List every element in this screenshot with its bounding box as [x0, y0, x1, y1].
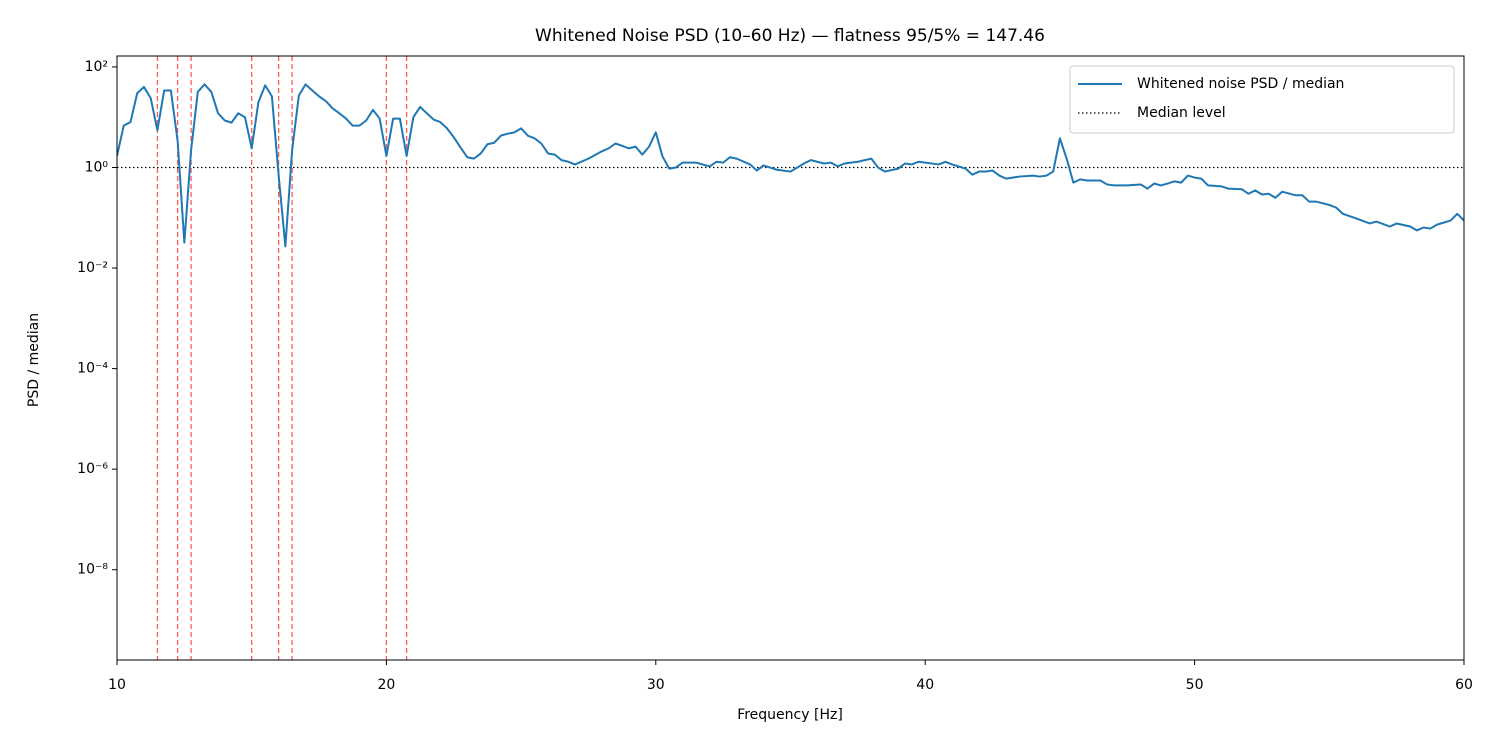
y-tick-label: 10² — [85, 59, 108, 75]
x-tick-label: 20 — [377, 677, 395, 693]
y-axis-label: PSD / median — [26, 313, 42, 407]
y-tick-label: 10⁻⁶ — [77, 461, 108, 477]
x-tick-label: 50 — [1186, 677, 1204, 693]
y-tick-label: 10⁻⁴ — [77, 361, 108, 377]
plot-area — [117, 56, 1464, 660]
data-line — [117, 83, 1464, 248]
legend-label: Whitened noise PSD / median — [1137, 76, 1344, 92]
chart-title: Whitened Noise PSD (10–60 Hz) — flatness… — [535, 26, 1045, 46]
y-tick-label: 10⁻⁸ — [77, 562, 108, 578]
legend-box — [1069, 65, 1455, 134]
y-tick-label: 10⁻² — [77, 260, 108, 276]
y-tick-label: 10⁰ — [85, 159, 109, 175]
x-axis-label: Frequency [Hz] — [737, 707, 843, 723]
x-tick-label: 10 — [108, 677, 126, 693]
axes-frame — [116, 55, 1465, 661]
x-tick-label: 30 — [647, 677, 665, 693]
x-tick-label: 40 — [916, 677, 934, 693]
x-tick-label: 60 — [1455, 677, 1473, 693]
legend-label: Median level — [1137, 105, 1226, 121]
